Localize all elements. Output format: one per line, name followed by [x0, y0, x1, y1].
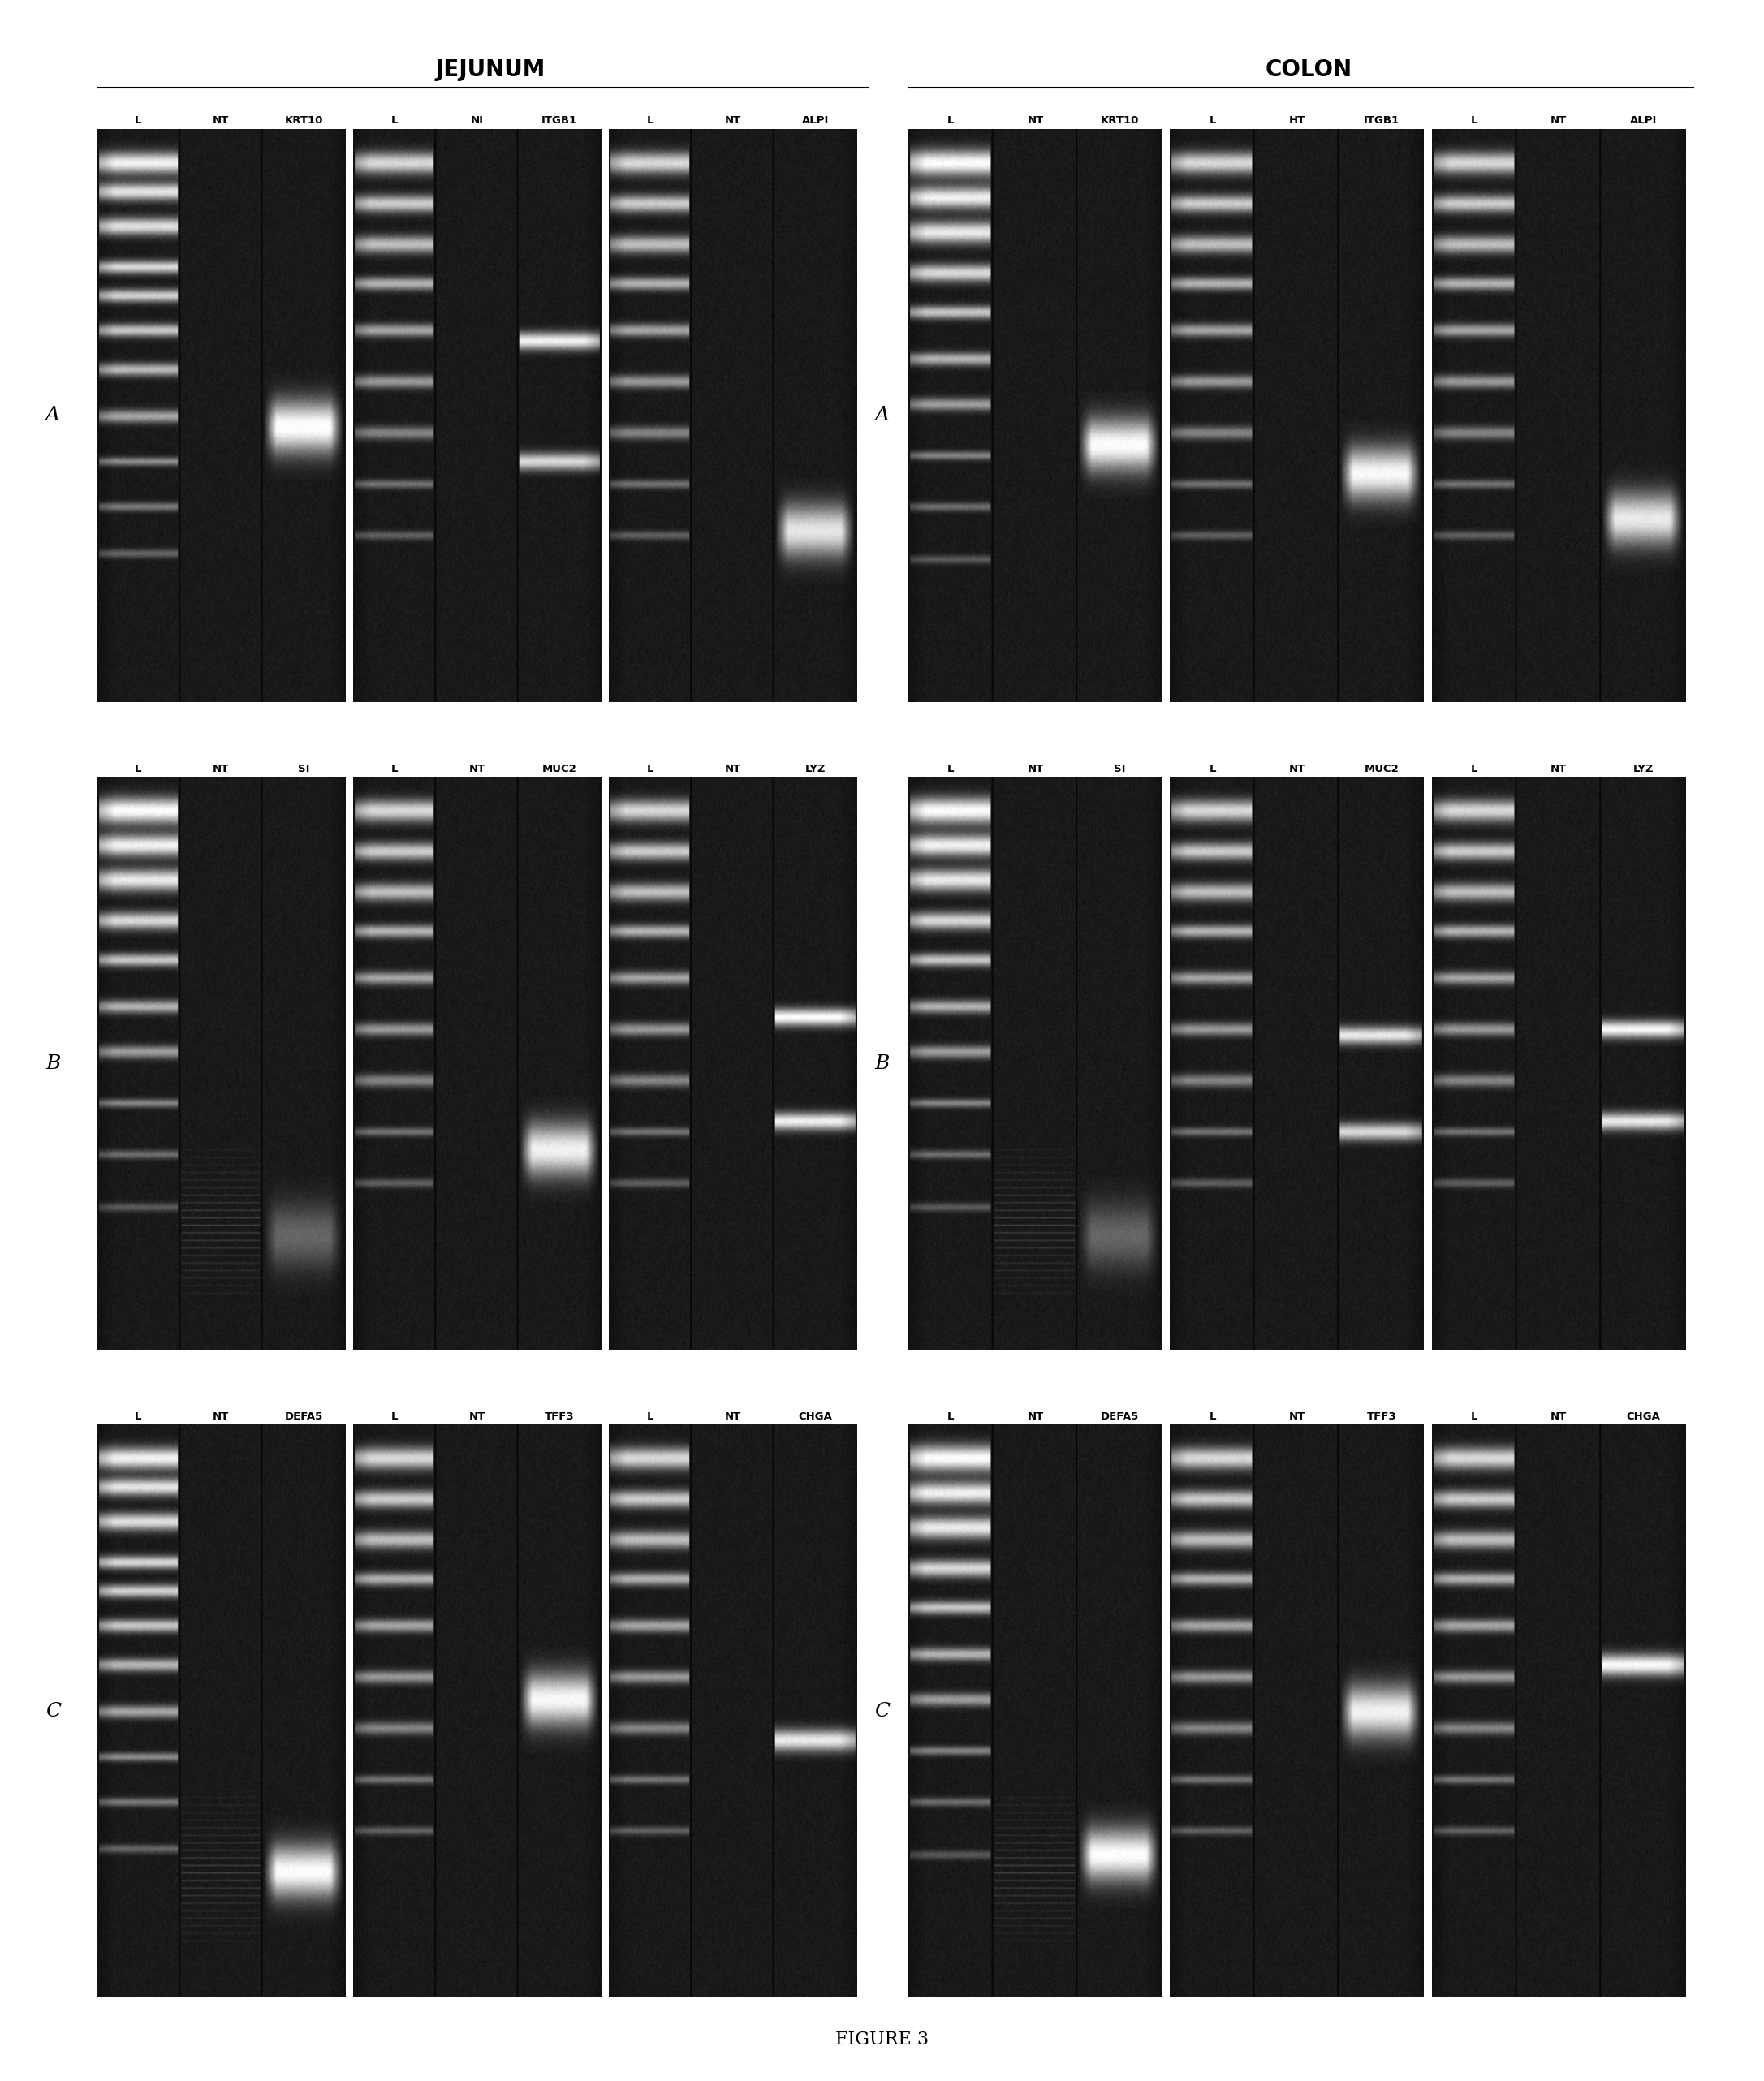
Text: L: L: [646, 1411, 653, 1421]
Text: NT: NT: [725, 117, 741, 127]
Text: NT: NT: [1551, 1411, 1566, 1421]
Text: KRT10: KRT10: [284, 117, 323, 127]
Text: SI: SI: [1115, 764, 1125, 774]
Text: JEJUNUM: JEJUNUM: [436, 58, 545, 81]
Text: A: A: [46, 406, 60, 425]
Text: NT: NT: [213, 1411, 229, 1421]
Text: L: L: [390, 1411, 397, 1421]
Text: L: L: [1471, 1411, 1478, 1421]
Text: L: L: [134, 117, 141, 127]
Text: LYZ: LYZ: [1633, 764, 1653, 774]
Text: NT: NT: [725, 1411, 741, 1421]
Text: ITGB1: ITGB1: [542, 117, 577, 127]
Text: LYZ: LYZ: [804, 764, 826, 774]
Text: L: L: [134, 764, 141, 774]
Text: L: L: [947, 117, 954, 127]
Text: L: L: [390, 764, 397, 774]
Text: HT: HT: [1289, 117, 1305, 127]
Text: NT: NT: [213, 117, 229, 127]
Text: NT: NT: [469, 764, 485, 774]
Text: NT: NT: [469, 1411, 485, 1421]
Text: ITGB1: ITGB1: [1364, 117, 1399, 127]
Text: TFF3: TFF3: [1367, 1411, 1397, 1421]
Text: ALPI: ALPI: [1630, 117, 1656, 127]
Text: MUC2: MUC2: [1364, 764, 1399, 774]
Text: MUC2: MUC2: [542, 764, 577, 774]
Text: KRT10: KRT10: [1101, 117, 1140, 127]
Text: ALPI: ALPI: [803, 117, 829, 127]
Text: CHGA: CHGA: [799, 1411, 833, 1421]
Text: L: L: [646, 117, 653, 127]
Text: NT: NT: [1551, 764, 1566, 774]
Text: L: L: [134, 1411, 141, 1421]
Text: DEFA5: DEFA5: [284, 1411, 323, 1421]
Text: C: C: [875, 1702, 889, 1721]
Text: NT: NT: [1289, 764, 1305, 774]
Text: NT: NT: [213, 764, 229, 774]
Text: L: L: [646, 764, 653, 774]
Text: L: L: [947, 1411, 954, 1421]
Text: L: L: [1471, 117, 1478, 127]
Text: L: L: [1208, 117, 1215, 127]
Text: NT: NT: [1027, 764, 1044, 774]
Text: L: L: [390, 117, 397, 127]
Text: NT: NT: [1027, 1411, 1044, 1421]
Text: CHGA: CHGA: [1626, 1411, 1660, 1421]
Text: A: A: [875, 406, 889, 425]
Text: NT: NT: [725, 764, 741, 774]
Text: L: L: [947, 764, 954, 774]
Text: B: B: [46, 1055, 60, 1072]
Text: SI: SI: [298, 764, 310, 774]
Text: NT: NT: [1289, 1411, 1305, 1421]
Text: L: L: [1208, 764, 1215, 774]
Text: NI: NI: [471, 117, 483, 127]
Text: B: B: [875, 1055, 889, 1072]
Text: NT: NT: [1551, 117, 1566, 127]
Text: L: L: [1471, 764, 1478, 774]
Text: L: L: [1208, 1411, 1215, 1421]
Text: C: C: [46, 1702, 60, 1721]
Text: TFF3: TFF3: [545, 1411, 575, 1421]
Text: COLON: COLON: [1265, 58, 1353, 81]
Text: FIGURE 3: FIGURE 3: [836, 2031, 928, 2048]
Text: NT: NT: [1027, 117, 1044, 127]
Text: DEFA5: DEFA5: [1101, 1411, 1140, 1421]
